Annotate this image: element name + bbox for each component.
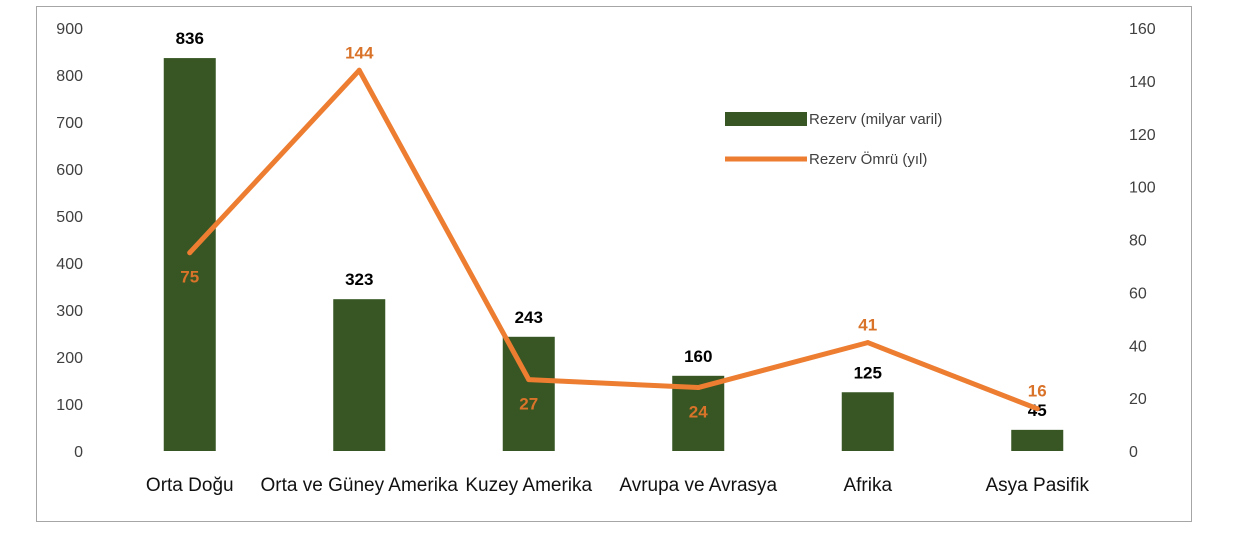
right-y-tick-label: 160 (1129, 21, 1156, 38)
line-value-label: 144 (345, 43, 374, 62)
x-axis: Orta Doğu Orta ve Güney Amerika Kuzey Amer… (146, 475, 1090, 496)
left-y-tick-label: 700 (56, 115, 83, 132)
line-value-label: 24 (689, 403, 708, 422)
left-y-tick-label: 800 (56, 68, 83, 85)
left-y-tick-label: 0 (74, 444, 83, 461)
line-path (187, 67, 1040, 412)
left-y-tick-label: 500 (56, 209, 83, 226)
right-y-tick-label: 100 (1129, 180, 1156, 197)
bar-value-label: 243 (515, 308, 543, 327)
combo-chart: 0 100 200 300 400 500 600 700 800 900 0 20 40 60 80 10… (56, 21, 1156, 496)
line-point (1034, 406, 1040, 412)
line-point (356, 67, 362, 73)
x-tick-label: Avrupa ve Avrasya (619, 475, 777, 496)
line-point (187, 250, 193, 256)
right-y-tick-label: 40 (1129, 338, 1147, 355)
left-y-axis: 0 100 200 300 400 500 600 700 800 900 (56, 21, 83, 461)
legend: Rezerv (milyar varil) Rezerv Ömrü (yıl) (725, 111, 942, 168)
bar-value-label: 323 (345, 270, 373, 289)
legend-bar-label: Rezerv (milyar varil) (809, 111, 942, 128)
legend-line-label: Rezerv Ömrü (yıl) (809, 150, 927, 168)
line-point (526, 377, 532, 383)
left-y-tick-label: 300 (56, 303, 83, 320)
x-tick-label: Asya Pasifik (986, 475, 1090, 496)
right-y-tick-label: 60 (1129, 285, 1147, 302)
bar-value-label: 836 (176, 29, 204, 48)
right-y-axis: 0 20 40 60 80 100 120 140 160 (1129, 21, 1156, 461)
line-point (695, 385, 701, 391)
right-y-tick-label: 80 (1129, 233, 1147, 250)
bar (333, 299, 386, 451)
line-value-label: 75 (180, 268, 199, 287)
bar (1011, 429, 1064, 451)
bar (502, 336, 555, 451)
x-tick-label: Orta ve Güney Amerika (261, 475, 459, 496)
line-value-label: 41 (858, 316, 877, 335)
left-y-tick-label: 900 (56, 21, 83, 38)
left-y-tick-label: 600 (56, 162, 83, 179)
left-y-tick-label: 100 (56, 397, 83, 414)
x-tick-label: Afrika (843, 475, 892, 496)
left-y-tick-label: 200 (56, 350, 83, 367)
bar (841, 392, 894, 451)
line-value-label: 16 (1028, 382, 1047, 401)
right-y-tick-label: 140 (1129, 74, 1156, 91)
right-y-tick-label: 120 (1129, 127, 1156, 144)
line-series: 75 144 27 24 41 16 (180, 43, 1046, 421)
bar-value-label: 160 (684, 347, 712, 366)
x-tick-label: Orta Doğu (146, 475, 234, 496)
legend-bar-swatch (725, 112, 807, 126)
bar-series: 83632324316012545 (163, 29, 1064, 452)
left-y-tick-label: 400 (56, 256, 83, 273)
line-point (865, 340, 871, 346)
chart-frame: 0 100 200 300 400 500 600 700 800 900 0 20 40 60 80 10… (36, 6, 1192, 522)
x-tick-label: Kuzey Amerika (465, 475, 592, 496)
right-y-tick-label: 0 (1129, 444, 1138, 461)
right-y-tick-label: 20 (1129, 391, 1147, 408)
bar-value-label: 125 (854, 363, 882, 382)
line-value-label: 27 (519, 395, 538, 414)
